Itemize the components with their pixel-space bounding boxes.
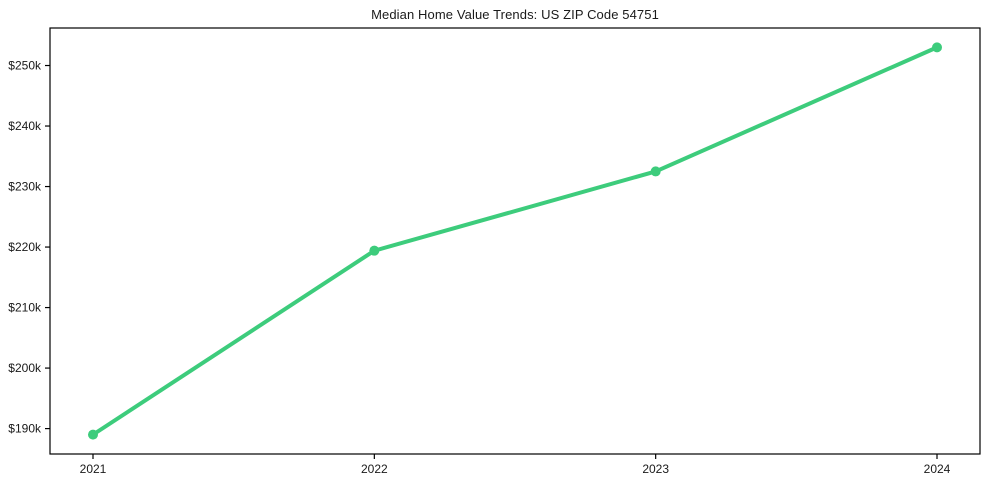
y-tick-label: $200k <box>8 361 42 375</box>
chart-title: Median Home Value Trends: US ZIP Code 54… <box>371 7 659 22</box>
y-tick-label: $210k <box>8 301 42 315</box>
y-tick-label: $240k <box>8 119 42 133</box>
y-tick-label: $230k <box>8 180 42 194</box>
x-tick-label: 2023 <box>642 462 669 476</box>
data-point <box>88 429 98 440</box>
y-tick-label: $250k <box>8 59 42 73</box>
plot-border <box>49 27 981 455</box>
trend-line <box>91 45 939 437</box>
y-tick-label: $220k <box>8 240 42 254</box>
x-tick-label: 2022 <box>361 462 388 476</box>
data-point <box>932 42 942 53</box>
y-tick-label: $190k <box>8 422 42 436</box>
data-point <box>369 245 380 256</box>
x-tick-label: 2024 <box>924 462 951 476</box>
data-point <box>650 166 661 177</box>
x-tick-label: 2021 <box>80 462 107 476</box>
